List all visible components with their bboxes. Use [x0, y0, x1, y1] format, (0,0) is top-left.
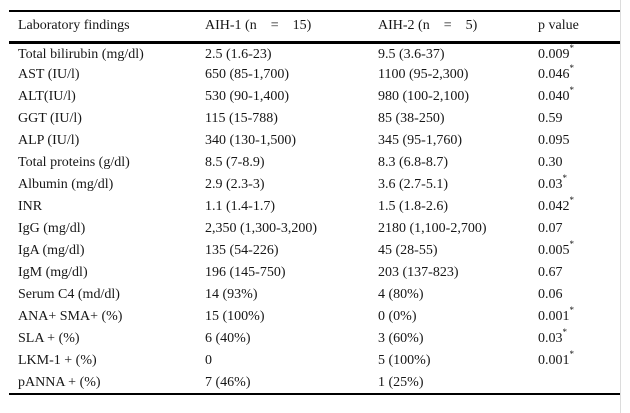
significance-asterisk: *: [569, 196, 575, 206]
column-header-aih2: AIH-2 (n = 5): [378, 10, 538, 44]
row-label: ALT(IU/l): [18, 89, 76, 104]
p-value: [538, 372, 620, 395]
aih2-value: 9.5 (3.6-37): [378, 46, 445, 62]
aih2-value: 4 (80%): [378, 287, 424, 302]
p-value: 0.59: [538, 111, 563, 126]
row-label: IgM (mg/dl): [18, 265, 88, 280]
row-label: INR: [18, 199, 43, 214]
table-row: ANA+ SMA+ (%) 15 (100%) 0 (0%) 0.001*: [9, 306, 620, 328]
p-value: 0.095: [538, 133, 570, 148]
table-row: Total proteins (g/dl) 8.5 (7-8.9) 8.3 (6.8…: [9, 152, 620, 174]
lab-findings-table: Laboratory findings AIH-1 (n = 15) AIH-2…: [9, 10, 620, 395]
significance-asterisk: *: [569, 43, 575, 54]
aih1-value: 115 (15-788): [205, 111, 278, 126]
column-header-aih1: AIH-1 (n = 15): [205, 10, 378, 44]
table-row: ALP (IU/l) 340 (130-1,500) 345 (95-1,760) 0…: [9, 130, 620, 152]
aih1-value: 2.9 (2.3-3): [205, 177, 265, 192]
aih1-value: 135 (54-226): [205, 243, 279, 258]
row-label: LKM-1 + (%): [18, 353, 97, 368]
aih2-value: 3.6 (2.7-5.1): [378, 177, 448, 192]
table-row: IgM (mg/dl) 196 (145-750) 203 (137-823) 0.6…: [9, 262, 620, 284]
significance-asterisk: *: [569, 240, 575, 250]
aih1-value: 15 (100%): [205, 309, 265, 324]
significance-asterisk: *: [569, 64, 575, 74]
row-label: SLA + (%): [18, 331, 80, 346]
table-row: LKM-1 + (%) 0 5 (100%) 0.001*: [9, 350, 620, 372]
table-row: INR 1.1 (1.4-1.7) 1.5 (1.8-2.6) 0.042*: [9, 196, 620, 218]
aih2-value: 980 (100-2,100): [378, 89, 469, 104]
table-row: pANNA + (%) 7 (46%) 1 (25%): [9, 372, 620, 395]
aih1-value: 2.5 (1.6-23): [205, 46, 272, 62]
aih2-value: 8.3 (6.8-8.7): [378, 155, 448, 170]
aih2-value: 1.5 (1.8-2.6): [378, 199, 448, 214]
aih2-value: 3 (60%): [378, 331, 424, 346]
row-label: Total bilirubin (mg/dl): [18, 46, 144, 62]
aih2-value: 2180 (1,100-2,700): [378, 221, 487, 236]
table-body: Total bilirubin (mg/dl) 2.5 (1.6-23) 9.5 (…: [9, 42, 620, 395]
column-header-laboratory-findings: Laboratory findings: [9, 10, 205, 44]
significance-asterisk: *: [562, 174, 568, 184]
column-header-p-value: p value: [538, 10, 620, 44]
row-label: pANNA + (%): [9, 372, 205, 395]
aih1-value: 650 (85-1,700): [205, 67, 289, 82]
row-label: ALP (IU/l): [18, 133, 80, 148]
table-row: Albumin (mg/dl) 2.9 (2.3-3) 3.6 (2.7-5.1) 0…: [9, 174, 620, 196]
table-row: ALT(IU/l) 530 (90-1,400) 980 (100-2,100) 0.…: [9, 86, 620, 108]
p-value: 0.03*: [538, 328, 568, 346]
row-label: ANA+ SMA+ (%): [18, 309, 123, 324]
table-row: SLA + (%) 6 (40%) 3 (60%) 0.03*: [9, 328, 620, 350]
aih2-value: 45 (28-55): [378, 243, 438, 258]
p-value: 0.30: [538, 155, 563, 170]
p-value: 0.67: [538, 265, 563, 280]
table-row: IgG (mg/dl) 2,350 (1,300-3,200) 2180 (1,10…: [9, 218, 620, 240]
table-row: GGT (IU/l) 115 (15-788) 85 (38-250) 0.59: [9, 108, 620, 130]
table-row: IgA (mg/dl) 135 (54-226) 45 (28-55) 0.005*: [9, 240, 620, 262]
row-label: Serum C4 (md/dl): [18, 287, 120, 302]
aih2-value: 345 (95-1,760): [378, 133, 462, 148]
p-value: 0.005*: [538, 240, 575, 258]
aih2-value: 0 (0%): [378, 309, 417, 324]
aih1-value: 1.1 (1.4-1.7): [205, 199, 275, 214]
row-label: Albumin (mg/dl): [18, 177, 114, 192]
p-value: 0.06: [538, 287, 563, 302]
row-label: AST (IU/l): [18, 67, 80, 82]
aih1-value: 0: [205, 353, 212, 368]
row-label: GGT (IU/l): [18, 111, 82, 126]
aih1-value: 6 (40%): [205, 331, 251, 346]
p-value: 0.042*: [538, 196, 575, 214]
table-row: Serum C4 (md/dl) 14 (93%) 4 (80%) 0.06: [9, 284, 620, 306]
p-value: 0.009*: [538, 43, 575, 62]
aih1-value: 14 (93%): [205, 287, 258, 302]
aih2-value: 1 (25%): [378, 372, 538, 395]
significance-asterisk: *: [562, 328, 568, 338]
aih2-value: 1100 (95-2,300): [378, 67, 469, 82]
p-value: 0.046*: [538, 64, 575, 82]
row-label: Total proteins (g/dl): [18, 155, 130, 170]
scan-edge-line: [620, 0, 621, 413]
aih2-value: 85 (38-250): [378, 111, 445, 126]
aih1-value: 340 (130-1,500): [205, 133, 296, 148]
p-value: 0.03*: [538, 174, 568, 192]
aih2-value: 203 (137-823): [378, 265, 459, 280]
aih2-value: 5 (100%): [378, 353, 431, 368]
aih1-value: 8.5 (7-8.9): [205, 155, 265, 170]
aih1-value: 530 (90-1,400): [205, 89, 289, 104]
significance-asterisk: *: [569, 306, 575, 316]
aih1-value: 196 (145-750): [205, 265, 286, 280]
table-row: Total bilirubin (mg/dl) 2.5 (1.6-23) 9.5 (…: [9, 42, 620, 64]
p-value: 0.001*: [538, 350, 575, 368]
significance-asterisk: *: [569, 350, 575, 360]
p-value: 0.001*: [538, 306, 575, 324]
significance-asterisk: *: [569, 86, 575, 96]
row-label: IgG (mg/dl): [18, 221, 86, 236]
table-header-row: Laboratory findings AIH-1 (n = 15) AIH-2…: [9, 10, 620, 44]
aih1-value: 2,350 (1,300-3,200): [205, 221, 317, 236]
table-row: AST (IU/l) 650 (85-1,700) 1100 (95-2,300) 0…: [9, 64, 620, 86]
p-value: 0.040*: [538, 86, 575, 104]
row-label: IgA (mg/dl): [18, 243, 85, 258]
aih1-value: 7 (46%): [205, 372, 378, 395]
p-value: 0.07: [538, 221, 563, 236]
